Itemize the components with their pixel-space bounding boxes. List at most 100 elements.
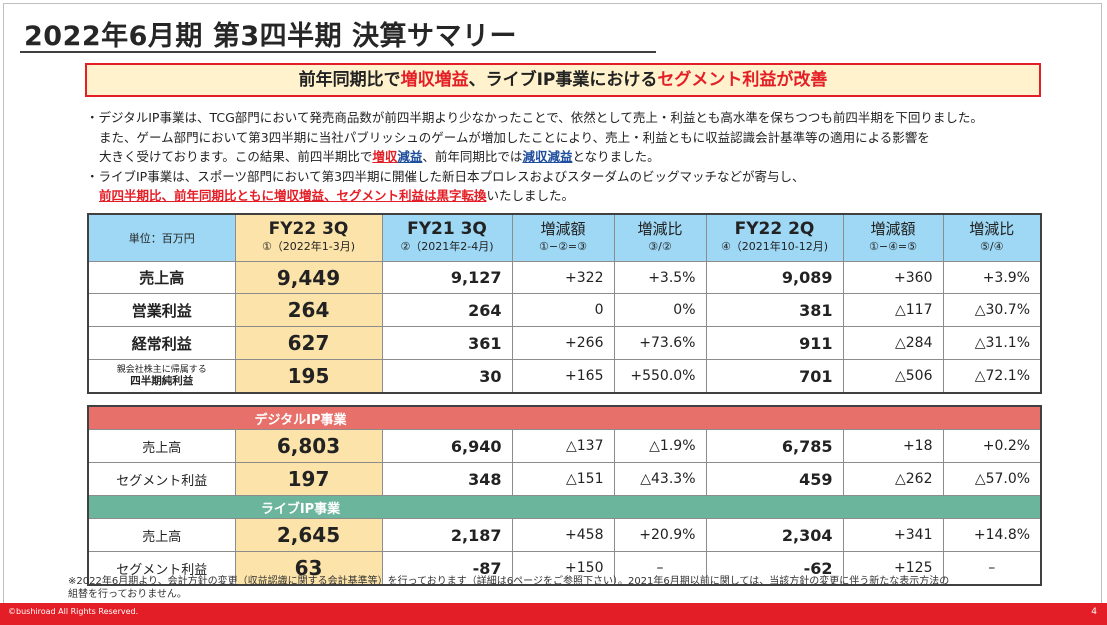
header-diff-yoy: 増減額 ①−②=③ xyxy=(511,213,615,262)
banner-text-2: 増収増益 xyxy=(400,70,469,90)
bullet-digital-line3: 大きく受けております。この結果、前四半期比で増収減益、前年同期比では減収減益とな… xyxy=(86,147,1086,167)
cell: 9,449 xyxy=(234,261,383,294)
cell: 627 xyxy=(234,326,383,360)
cell: +150 xyxy=(511,551,615,586)
text-increase: 増収 xyxy=(372,149,398,164)
banner-text-4: セグメント利益が改善 xyxy=(657,70,828,90)
commentary: ・デジタルIP事業は、TCG部門において発売商品数が前四半期より少なかったことで… xyxy=(86,108,1086,206)
cell: 6,785 xyxy=(705,429,844,463)
summary-banner: 前年同期比で増収増益、ライブIP事業におけるセグメント利益が改善 xyxy=(85,63,1041,97)
cell: +20.9% xyxy=(613,518,707,552)
cell: △1.9% xyxy=(613,429,707,463)
cell: 2,187 xyxy=(381,518,513,552)
cell: +3.9% xyxy=(942,261,1042,294)
footnote: ※2022年6月期より、会計方針の変更（収益認識に関する会計基準等）を行っており… xyxy=(68,575,1098,601)
row-label: 売上高 xyxy=(87,518,236,552)
cell: +360 xyxy=(842,261,944,294)
cell: △31.1% xyxy=(942,326,1042,360)
cell: 2,645 xyxy=(234,518,383,552)
cell: +18 xyxy=(842,429,944,463)
cell: +0.2% xyxy=(942,429,1042,463)
table-row: セグメント利益 197 348 △151 △43.3% 459 △262 △57… xyxy=(87,462,1042,496)
cell: 381 xyxy=(705,293,844,327)
text: 大きく受けております。この結果、前四半期比で xyxy=(99,149,373,164)
text: いたしました。 xyxy=(486,188,575,203)
cell: 459 xyxy=(705,462,844,496)
segment-name: ライブIP事業 xyxy=(87,495,512,519)
cell: 701 xyxy=(705,359,844,394)
cell: +322 xyxy=(511,261,615,294)
cell: △151 xyxy=(511,462,615,496)
segment-header-fill xyxy=(512,495,1042,519)
row-label-main: 四半期純利益 xyxy=(130,374,194,387)
cell: 30 xyxy=(381,359,513,394)
row-label: 営業利益 xyxy=(87,293,236,327)
cell: 9,127 xyxy=(381,261,513,294)
banner-text-1: 前年同期比で xyxy=(298,70,401,90)
table-row: 経常利益 627 361 +266 +73.6% 911 △284 △31.1% xyxy=(87,326,1042,360)
footnote-line1: ※2022年6月期より、会計方針の変更（収益認識に関する会計基準等）を行っており… xyxy=(68,576,950,587)
cell: 348 xyxy=(381,462,513,496)
row-label: セグメント利益 xyxy=(87,551,236,586)
page-number: 4 xyxy=(1091,607,1097,617)
bullet-live-line1: ・ライブIP事業は、スポーツ部門において第3四半期に開催した新日本プロレスおよび… xyxy=(86,168,805,184)
footnote-line2: 組替を行っておりません。 xyxy=(68,589,187,600)
cell: △117 xyxy=(842,293,944,327)
cell: △57.0% xyxy=(942,462,1042,496)
table-row: 売上高 6,803 6,940 △137 △1.9% 6,785 +18 +0.… xyxy=(87,429,1042,463)
cell: △506 xyxy=(842,359,944,394)
cell: △137 xyxy=(511,429,615,463)
cell: △262 xyxy=(842,462,944,496)
cell: +550.0% xyxy=(613,359,707,394)
segment-header-live: ライブIP事業 xyxy=(87,495,1042,519)
cell: 6,940 xyxy=(381,429,513,463)
text-decrease: 減益 xyxy=(397,149,423,164)
table-row: 売上高 9,449 9,127 +322 +3.5% 9,089 +360 +3… xyxy=(87,261,1042,294)
cell: △72.1% xyxy=(942,359,1042,394)
cell: 264 xyxy=(381,293,513,327)
cell: +165 xyxy=(511,359,615,394)
text-decrease-both: 減収減益 xyxy=(522,149,573,164)
segment-name: デジタルIP事業 xyxy=(87,405,512,430)
cell: +266 xyxy=(511,326,615,360)
header-fy22-3q: FY22 3Q ①（2022年1-3月) xyxy=(234,213,383,262)
row-label: セグメント利益 xyxy=(87,462,236,496)
row-label: 売上高 xyxy=(87,429,236,463)
table-row: セグメント利益 63 -87 +150 – -62 +125 – xyxy=(87,551,1042,586)
cell: +458 xyxy=(511,518,615,552)
header-fy21-3q: FY21 3Q ②（2021年2-4月) xyxy=(381,213,513,262)
text-highlight: 前四半期比、前年同期比ともに増収増益、セグメント利益は黒字転換 xyxy=(99,188,487,203)
bullet-live-line2: 前四半期比、前年同期比ともに増収増益、セグメント利益は黒字転換いたしました。 xyxy=(86,186,1086,206)
row-label: 売上高 xyxy=(87,261,236,294)
banner-text-3: 、ライブIP事業における xyxy=(468,70,658,90)
text: となりました。 xyxy=(572,149,660,164)
cell: 0% xyxy=(613,293,707,327)
segment-header-fill xyxy=(512,405,1042,430)
footer-bar: ©bushiroad All Rights Reserved. 4 xyxy=(0,603,1107,625)
text: 、前年同期比では xyxy=(422,149,523,164)
segment-header-digital: デジタルIP事業 xyxy=(87,405,1042,430)
copyright: ©bushiroad All Rights Reserved. xyxy=(8,607,139,616)
row-label-sub: 親会社株主に帰属する xyxy=(116,364,207,375)
cell: 195 xyxy=(234,359,383,394)
unit-label: 単位：百万円 xyxy=(87,213,236,262)
cell: +14.8% xyxy=(942,518,1042,552)
cell: 911 xyxy=(705,326,844,360)
row-label: 親会社株主に帰属する 四半期純利益 xyxy=(87,359,236,394)
row-label: 経常利益 xyxy=(87,326,236,360)
header-fy22-2q: FY22 2Q ④（2021年10-12月) xyxy=(705,213,844,262)
cell: 2,304 xyxy=(705,518,844,552)
cell: 9,089 xyxy=(705,261,844,294)
cell: 361 xyxy=(381,326,513,360)
table-row: 売上高 2,645 2,187 +458 +20.9% 2,304 +341 +… xyxy=(87,518,1042,552)
page-title: 2022年6月期 第3四半期 決算サマリー xyxy=(24,21,518,52)
summary-table: 単位：百万円 FY22 3Q ①（2022年1-3月) FY21 3Q ②（2021… xyxy=(87,213,1042,394)
header-diff-qoq: 増減額 ①−④=⑤ xyxy=(842,213,944,262)
table-row: 親会社株主に帰属する 四半期純利益 195 30 +165 +550.0% 701… xyxy=(87,359,1042,394)
cell: △30.7% xyxy=(942,293,1042,327)
cell: +73.6% xyxy=(613,326,707,360)
cell: 264 xyxy=(234,293,383,327)
cell: +341 xyxy=(842,518,944,552)
cell: △43.3% xyxy=(613,462,707,496)
cell: 0 xyxy=(511,293,615,327)
